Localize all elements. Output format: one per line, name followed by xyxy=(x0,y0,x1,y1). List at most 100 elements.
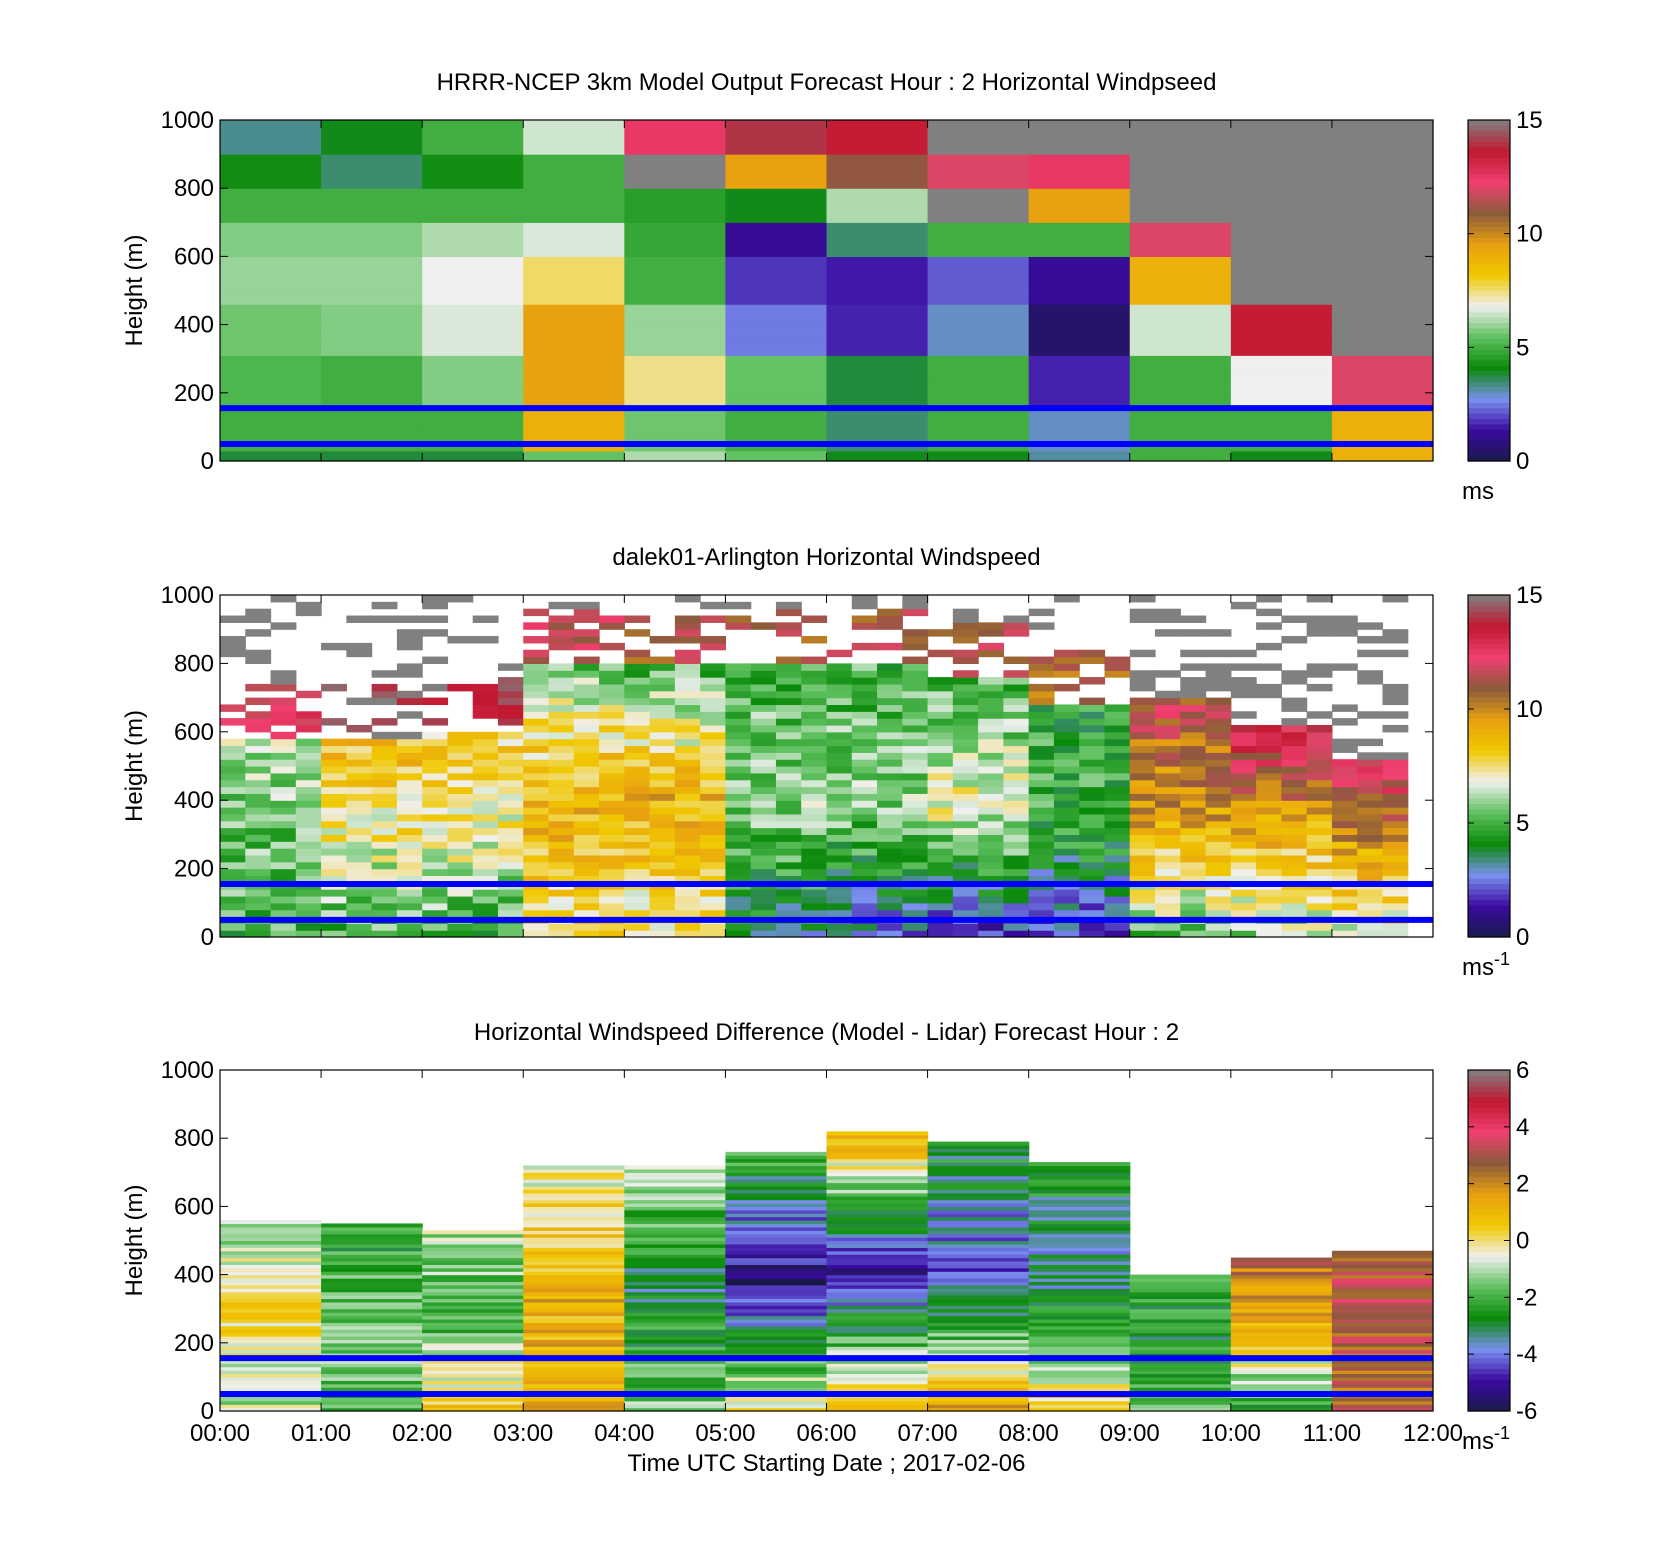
model-cell xyxy=(826,450,929,455)
difference-cell xyxy=(624,1247,727,1252)
difference-cell xyxy=(1331,1383,1434,1388)
lidar-cell xyxy=(978,930,1004,938)
lidar-cell xyxy=(573,697,600,706)
lidar-cell xyxy=(952,670,979,678)
lidar-cell xyxy=(1256,759,1282,767)
lidar-cell xyxy=(725,834,752,842)
colorbar-swatch xyxy=(1468,418,1510,425)
lidar-cell xyxy=(573,895,600,904)
difference-cell xyxy=(624,1322,727,1327)
model-cell xyxy=(1230,222,1333,257)
lidar-cell xyxy=(902,670,929,678)
colorbar-swatch xyxy=(1468,883,1510,890)
model-cell xyxy=(725,154,828,189)
lidar-cell xyxy=(599,752,625,760)
difference-cell xyxy=(624,1288,727,1293)
lidar-cell xyxy=(1281,759,1308,767)
lidar-cell xyxy=(321,766,347,774)
difference-cell xyxy=(1129,1404,1232,1409)
lidar-cell xyxy=(851,601,878,610)
difference-cell xyxy=(725,1175,828,1180)
lidar-cell xyxy=(1155,834,1181,842)
difference-cell xyxy=(321,1284,423,1289)
lidar-cell xyxy=(523,752,550,760)
lidar-cell xyxy=(624,930,651,938)
lidar-cell xyxy=(1180,677,1207,685)
lidar-cell xyxy=(775,601,802,610)
lidar-cell xyxy=(573,718,600,726)
lidar-cell xyxy=(952,718,979,726)
difference-cell xyxy=(826,1151,929,1156)
lidar-cell xyxy=(447,820,474,829)
lidar-cell xyxy=(1331,909,1358,918)
model-cell xyxy=(927,355,1030,370)
lidar-cell xyxy=(220,793,246,801)
model-cell xyxy=(321,120,423,155)
lidar-cell xyxy=(902,820,929,829)
lidar-cell xyxy=(826,930,853,938)
lidar-cell xyxy=(371,807,398,815)
colorbar-tick-label: 0 xyxy=(1516,1228,1529,1255)
difference-cell xyxy=(927,1250,1030,1255)
lidar-cell xyxy=(599,690,625,699)
lidar-cell xyxy=(1281,724,1308,733)
lidar-cell xyxy=(649,670,676,678)
difference-cell xyxy=(725,1383,828,1388)
colorbar-swatch xyxy=(1468,760,1510,767)
difference-cell xyxy=(826,1175,929,1180)
lidar-cell xyxy=(902,779,929,788)
difference-cell xyxy=(523,1185,625,1190)
lidar-cell xyxy=(624,670,651,678)
difference-cell xyxy=(523,1237,625,1242)
difference-cell xyxy=(422,1380,524,1385)
lidar-cell xyxy=(1230,848,1257,856)
lidar-cell xyxy=(775,834,802,842)
lidar-cell xyxy=(700,889,727,897)
lidar-cell xyxy=(1256,731,1282,740)
lidar-cell xyxy=(877,690,903,699)
lidar-cell xyxy=(877,711,903,719)
lidar-cell xyxy=(826,759,853,767)
difference-cell xyxy=(1028,1223,1131,1228)
lidar-cell xyxy=(700,642,727,651)
lidar-cell xyxy=(978,629,1004,637)
lidar-cell xyxy=(447,875,474,883)
lidar-cell xyxy=(1003,690,1030,699)
lidar-cell xyxy=(1079,834,1106,842)
lidar-cell xyxy=(1129,923,1156,931)
lidar-cell xyxy=(1230,889,1257,897)
lidar-cell xyxy=(1003,718,1030,726)
lidar-cell xyxy=(1256,786,1282,794)
colorbar-swatch xyxy=(1468,311,1510,318)
difference-cell xyxy=(220,1363,322,1368)
lidar-cell xyxy=(649,766,676,774)
difference-cell xyxy=(422,1274,524,1279)
difference-cell xyxy=(927,1243,1030,1248)
colorbar-swatch xyxy=(1468,803,1510,810)
lidar-cell xyxy=(1306,595,1333,603)
lidar-cell xyxy=(472,930,499,938)
difference-cell xyxy=(1129,1400,1232,1405)
lidar-cell xyxy=(1129,807,1156,815)
colorbar-swatch xyxy=(1468,397,1510,403)
colorbar-swatch xyxy=(1468,1229,1510,1236)
lidar-cell xyxy=(1053,923,1080,931)
lidar-cell xyxy=(952,759,979,767)
lidar-cell xyxy=(497,813,524,822)
lidar-cell xyxy=(523,807,550,815)
colorbar-swatch xyxy=(1468,1181,1510,1188)
lidar-cell xyxy=(396,813,423,822)
lidar-cell xyxy=(1331,704,1358,712)
x-tick-label: 07:00 xyxy=(898,1420,958,1447)
model-cell xyxy=(422,423,524,435)
difference-cell xyxy=(1129,1325,1232,1330)
lidar-cell xyxy=(700,766,727,774)
lidar-cell xyxy=(902,923,929,931)
lidar-cell xyxy=(346,930,373,938)
lidar-cell xyxy=(775,889,802,897)
difference-cell xyxy=(1331,1322,1434,1327)
lidar-cell xyxy=(952,868,979,877)
lidar-cell xyxy=(952,656,979,664)
difference-cell xyxy=(422,1267,524,1272)
lidar-cell xyxy=(927,930,954,938)
